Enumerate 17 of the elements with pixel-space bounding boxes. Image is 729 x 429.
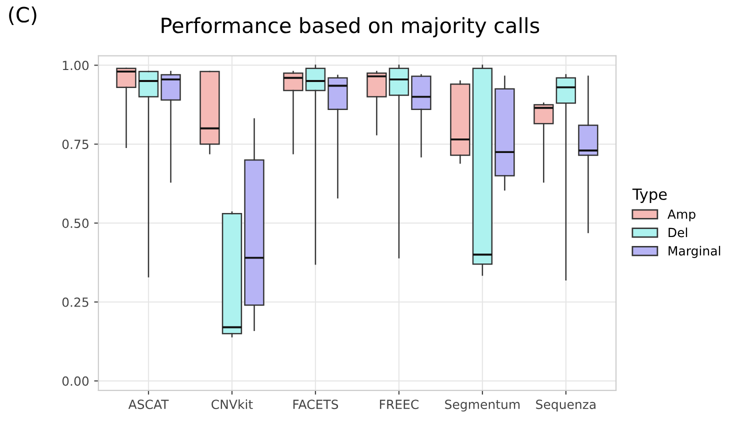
y-tick-label: 0.75	[62, 140, 88, 150]
y-tick-label: 0.25	[62, 297, 88, 307]
x-tick-label: Segmentum	[445, 400, 520, 412]
x-tick-label: CNVkit	[212, 399, 253, 410]
y-tick-label: 1.00	[62, 60, 89, 70]
legend-label: Del	[668, 228, 688, 238]
x-tick-label: Sequenza	[536, 400, 596, 412]
x-tick-label: ASCAT	[128, 400, 169, 410]
chart-title: Performance based on majority calls	[162, 17, 540, 38]
y-tick-label: 0.00	[62, 376, 89, 386]
legend-title: Type	[632, 188, 667, 203]
legend-label: Marginal	[668, 246, 720, 258]
legend-label: Amp	[668, 210, 696, 222]
x-tick-label: FACETS	[293, 400, 338, 410]
y-tick-label: 0.50	[62, 218, 89, 228]
text: (C)	[9, 6, 36, 26]
x-tick-label: FREEC	[380, 400, 418, 410]
